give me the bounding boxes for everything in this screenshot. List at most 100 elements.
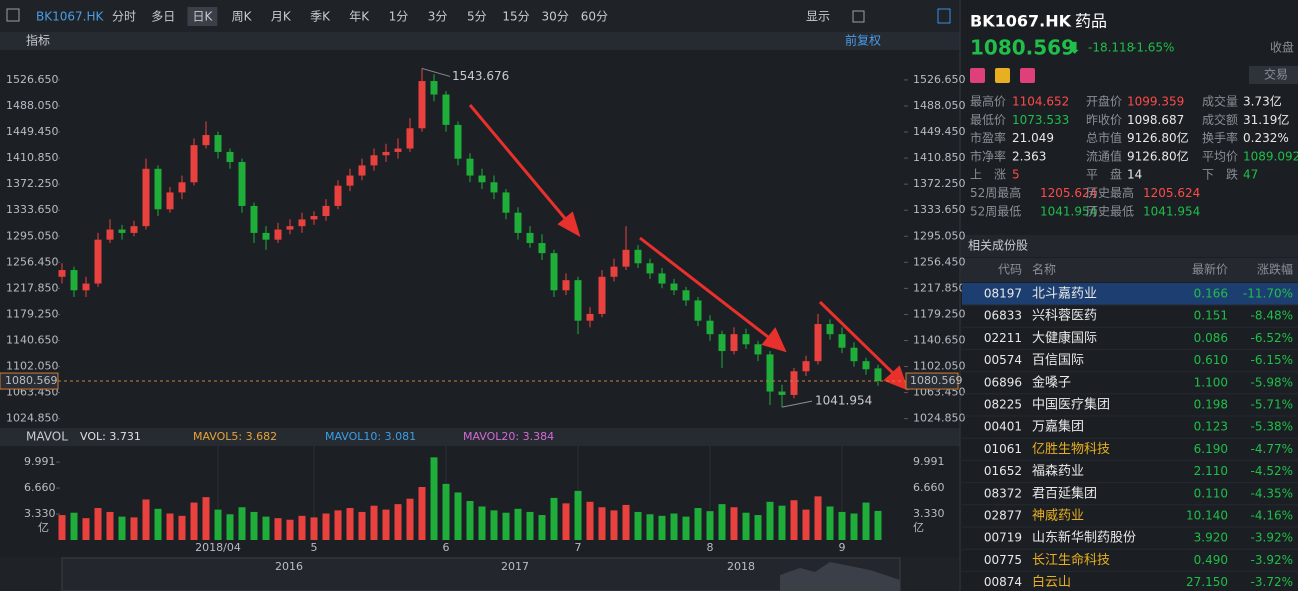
candle-body: [370, 155, 378, 166]
name[interactable]: 中国医疗集团: [1032, 397, 1110, 413]
period-tab[interactable]: 多日: [151, 10, 175, 24]
period-tab[interactable]: 30分: [542, 10, 569, 24]
name[interactable]: 金嗓子: [1032, 374, 1071, 390]
name[interactable]: 北斗嘉药业: [1032, 287, 1097, 302]
arrowhead: [883, 365, 909, 391]
name[interactable]: 大健康国际: [1032, 330, 1097, 346]
candle-body: [730, 334, 738, 352]
volume-tick-label: 9.991: [24, 455, 56, 468]
y-tick-label-right: 1488.050: [913, 99, 966, 112]
code[interactable]: 01652: [984, 464, 1022, 478]
x-tick-label: 8: [707, 541, 714, 554]
stat-label: 开盘价: [1086, 94, 1122, 109]
candle-body: [166, 192, 174, 210]
stat-value: 2.363: [1012, 149, 1046, 163]
candle-body: [538, 243, 546, 254]
period-tab[interactable]: 15分: [502, 10, 529, 24]
y-tick-label-right: 1526.650: [913, 73, 966, 86]
period-tab[interactable]: 季K: [310, 10, 331, 24]
code[interactable]: 00775: [984, 553, 1022, 567]
candle-body: [598, 276, 606, 314]
code[interactable]: 06896: [984, 375, 1022, 389]
last-price-label: 1080.569: [5, 374, 58, 387]
name[interactable]: 山东新华制药股份: [1032, 530, 1136, 546]
period-tab[interactable]: 1分: [389, 10, 409, 24]
period-tab[interactable]: 5分: [467, 10, 487, 24]
column-header[interactable]: 涨跌幅: [1257, 262, 1293, 277]
stat-value: 31.19亿: [1243, 112, 1289, 127]
code[interactable]: 00874: [984, 575, 1022, 589]
code[interactable]: 00719: [984, 531, 1022, 545]
sidebar-toggle[interactable]: [6, 8, 20, 22]
name[interactable]: 亿胜生物科技: [1032, 442, 1110, 457]
checkbox[interactable]: [852, 10, 865, 23]
period-tab[interactable]: 周K: [232, 10, 253, 24]
code[interactable]: 02211: [984, 331, 1022, 345]
period-tab[interactable]: 分时: [112, 10, 136, 24]
stat-value: 1205.624: [1040, 186, 1097, 200]
name[interactable]: 福森药业: [1032, 464, 1084, 479]
code[interactable]: 00574: [984, 353, 1022, 367]
volume-bar: [202, 497, 210, 540]
period-tab[interactable]: 日K: [192, 10, 213, 24]
name[interactable]: 百信国际: [1032, 353, 1084, 368]
volume-bar: [562, 503, 570, 540]
icon[interactable]: [1020, 68, 1035, 83]
volume-bar: [430, 457, 438, 540]
volume-bar: [718, 504, 726, 540]
icon[interactable]: [995, 68, 1010, 83]
name[interactable]: 白云山: [1032, 574, 1071, 590]
volume-bar: [94, 508, 102, 540]
symbol[interactable]: BK1067.HK: [36, 10, 104, 24]
indicator-label[interactable]: 指标: [26, 33, 50, 48]
y-tick-label-right: 1024.850: [913, 412, 966, 425]
low-label: 1041.954: [815, 394, 872, 408]
row-selected[interactable]: [962, 283, 1298, 305]
candle-body: [502, 192, 510, 213]
period-tab[interactable]: 月K: [271, 10, 292, 24]
code[interactable]: 01061: [984, 442, 1022, 456]
name[interactable]: 兴科蓉医药: [1032, 309, 1097, 324]
name[interactable]: 神威药业: [1032, 509, 1084, 524]
candle-body: [346, 175, 354, 186]
column-header[interactable]: 最新价: [1192, 262, 1228, 277]
stat-value: 1205.624: [1143, 186, 1200, 200]
candle-body: [358, 165, 366, 176]
name[interactable]: 长江生命科技: [1032, 552, 1110, 568]
display-menu[interactable]: 显示: [806, 10, 830, 24]
code[interactable]: 08225: [984, 398, 1022, 412]
code[interactable]: 08197: [984, 287, 1022, 301]
adjust-mode[interactable]: 前复权: [845, 33, 881, 48]
code[interactable]: 00401: [984, 420, 1022, 434]
y-tick-label: 1410.850: [6, 151, 59, 164]
name[interactable]: 君百延集团: [1032, 485, 1097, 501]
trade-button[interactable]: [1249, 66, 1298, 84]
y-tick-label-right: 1102.050: [913, 360, 966, 373]
y-tick-label: 1024.850: [6, 412, 59, 425]
code[interactable]: 02877: [984, 509, 1022, 523]
candle-body: [238, 162, 246, 206]
period-tab[interactable]: 3分: [428, 10, 448, 24]
period-tab[interactable]: 年K: [349, 10, 370, 24]
column-header[interactable]: 代码: [998, 263, 1022, 277]
quote-status: 收盘: [1270, 40, 1294, 55]
period-selected[interactable]: [187, 7, 218, 26]
icon[interactable]: [970, 68, 985, 83]
column-header[interactable]: 名称: [1032, 262, 1056, 277]
code[interactable]: 06833: [984, 309, 1022, 323]
volume-bar: [874, 510, 882, 540]
navigator-year: 2017: [501, 560, 529, 573]
price: 6.190: [1194, 442, 1228, 456]
candle-body: [742, 334, 750, 345]
candle-body: [802, 361, 810, 372]
layout-icon[interactable]: [937, 8, 951, 24]
volume-bar: [658, 515, 666, 540]
stat-label: 上 涨: [970, 167, 1006, 182]
volume-bar: [850, 513, 858, 540]
price: 0.123: [1194, 420, 1228, 434]
name[interactable]: 万嘉集团: [1032, 419, 1084, 435]
trade-label[interactable]: 交易: [1264, 67, 1288, 82]
period-tab[interactable]: 60分: [581, 10, 608, 24]
code[interactable]: 08372: [984, 486, 1022, 500]
stat-label: 总市值: [1086, 130, 1122, 145]
